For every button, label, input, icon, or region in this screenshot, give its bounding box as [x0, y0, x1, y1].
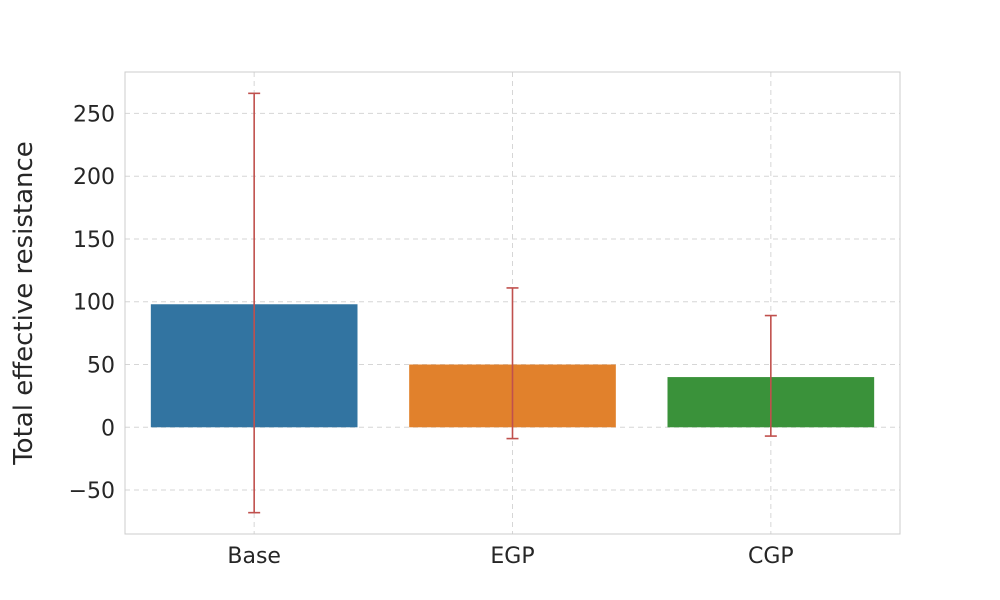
y-tick-label: −50 [69, 479, 115, 504]
y-axis-ticks: −50 0 50 100 150 200 250 [69, 102, 115, 504]
y-tick-label: 250 [73, 102, 115, 127]
error-bar-egp [506, 287, 519, 440]
y-tick-label: 0 [101, 416, 115, 441]
y-tick-label: 150 [73, 228, 115, 253]
x-tick-label: CGP [748, 544, 794, 569]
x-tick-label: Base [227, 544, 281, 569]
x-axis-ticks: Base EGP CGP [227, 544, 793, 569]
error-bars [248, 92, 777, 514]
plot-frame [124, 71, 901, 535]
x-tick-label: EGP [490, 544, 534, 569]
error-bar-base [248, 92, 261, 514]
y-tick-label: 50 [87, 354, 115, 379]
y-tick-label: 100 [73, 291, 115, 316]
y-tick-label: 200 [73, 165, 115, 190]
error-bar-cgp [764, 314, 777, 437]
y-axis-label: Total effective resistance [9, 141, 39, 466]
